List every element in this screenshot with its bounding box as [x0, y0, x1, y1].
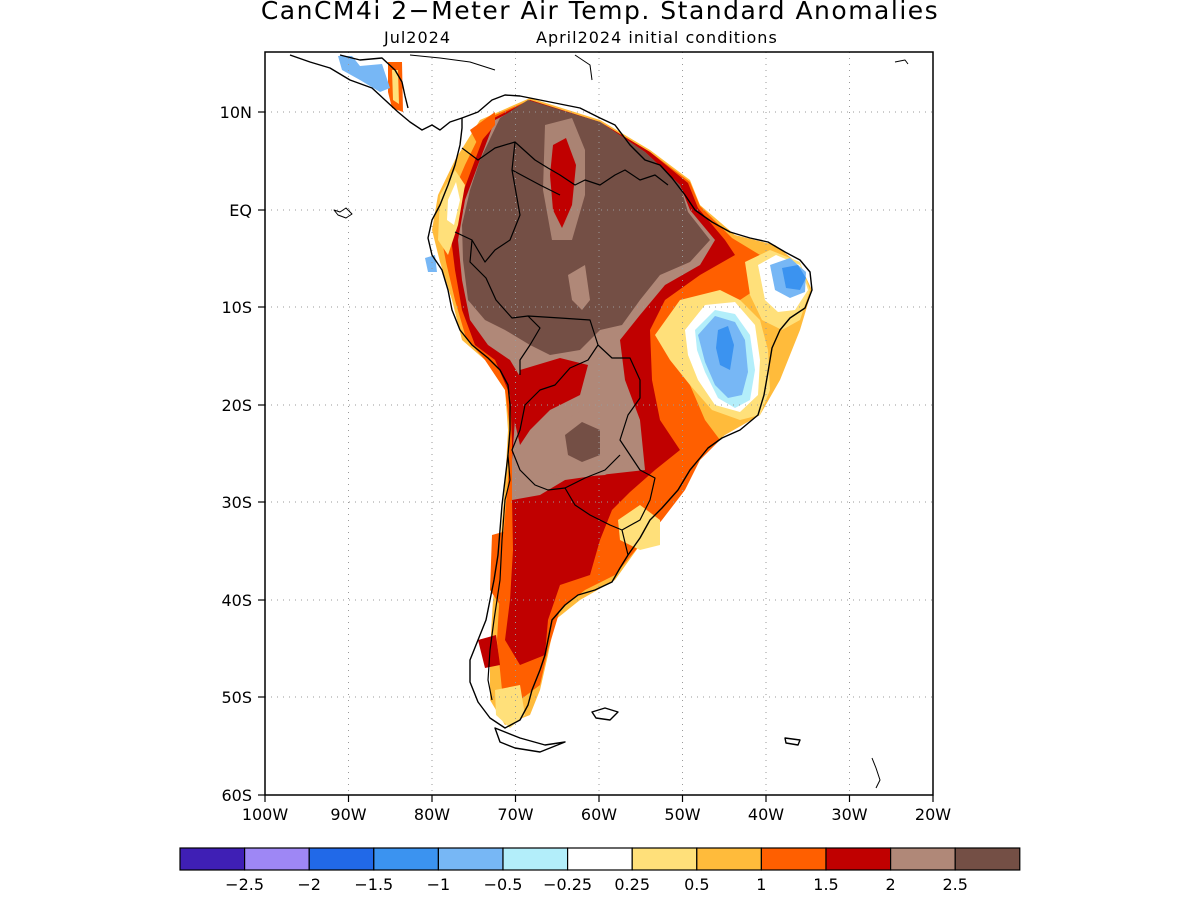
x-tick-label: 80W [414, 805, 450, 824]
x-tick-labels: 100W 90W 80W 70W 60W 50W 40W 30W 20W [242, 805, 951, 824]
colorbar-swatch [696, 847, 762, 871]
shade-ecuador-blue [425, 255, 437, 272]
colorbar-label: 0.25 [614, 875, 650, 894]
colorbar [179, 847, 1021, 871]
colorbar-swatch [760, 847, 827, 871]
colorbar-label: −0.5 [484, 875, 523, 894]
chart-title: CanCM4i 2−Meter Air Temp. Standard Anoma… [260, 0, 940, 25]
x-tick-label: 60W [581, 805, 617, 824]
south-america-coast [427, 94, 813, 729]
y-tick-label: 30S [221, 493, 252, 512]
colorbar-label: 1.5 [813, 875, 838, 894]
x-tick-label: 70W [497, 805, 533, 824]
y-tick-label: 50S [221, 688, 252, 707]
colorbar-label: −1.5 [354, 875, 393, 894]
colorbar-swatch [566, 847, 633, 871]
tick-marks [258, 111, 934, 802]
shade-uruguay-yellow [618, 505, 660, 550]
initial-conditions: April2024 initial conditions [536, 28, 778, 47]
shade-central-america-blue [338, 56, 390, 92]
colorbar-swatch [308, 847, 375, 871]
y-tick-label: 10N [220, 103, 252, 122]
coastlines [289, 54, 909, 789]
colorbar-swatch [825, 847, 892, 871]
colorbar-label: −1 [427, 875, 451, 894]
x-tick-label: 50W [664, 805, 700, 824]
colorbar-label: −0.25 [543, 875, 592, 894]
colorbar-label: −2 [297, 875, 321, 894]
colorbar-swatch [631, 847, 698, 871]
shade-paraguay-brown [565, 422, 600, 462]
shade-venezuela-red-core [550, 138, 576, 228]
forecast-month: Jul2024 [384, 28, 452, 47]
shade-patagonia-yellow [495, 685, 525, 728]
x-tick-label: 30W [831, 805, 867, 824]
shade-north-coast-orange [470, 112, 495, 145]
x-tick-label: 90W [330, 805, 366, 824]
y-tick-label: EQ [229, 201, 252, 220]
x-tick-label: 100W [242, 805, 289, 824]
colorbar-swatch [373, 847, 439, 871]
colorbar-labels: −2.5 −2 −1.5 −1 −0.5 −0.25 0.25 0.5 1 1.5 2 2.5 [225, 875, 968, 894]
colorbar-label: 2.5 [942, 875, 967, 894]
y-tick-labels: 10N EQ 10S 20S 30S 40S 50S 60S [220, 103, 252, 805]
y-tick-label: 60S [221, 786, 252, 805]
shade-peru-rosy-streak [568, 265, 590, 310]
x-tick-label: 40W [748, 805, 784, 824]
shade-central-america-yellow [392, 70, 399, 104]
colorbar-label: 2 [886, 875, 896, 894]
shade-ecuador-white [447, 182, 460, 225]
colorbar-swatch [954, 847, 1021, 871]
x-tick-label: 20W [915, 805, 951, 824]
shade-dark-brown [462, 100, 710, 355]
colorbar-label: −2.5 [225, 875, 264, 894]
colorbar-swatch [437, 847, 504, 871]
y-tick-label: 10S [221, 298, 252, 317]
shade-brazil-blue-core [716, 326, 734, 370]
colorbar-label: 0.5 [684, 875, 709, 894]
y-tick-label: 40S [221, 591, 252, 610]
y-tick-label: 20S [221, 396, 252, 415]
shade-bolivia-red [512, 358, 588, 445]
shade-ne-brazil-blue [782, 265, 806, 290]
shade-chile-red [478, 635, 500, 668]
colorbar-swatch [889, 847, 956, 871]
colorbar-swatch [502, 847, 569, 871]
colorbar-swatch [244, 847, 310, 871]
colorbar-swatch [179, 847, 246, 871]
country-borders [454, 141, 669, 701]
anomaly-field [338, 56, 812, 728]
colorbar-label: 1 [756, 875, 766, 894]
